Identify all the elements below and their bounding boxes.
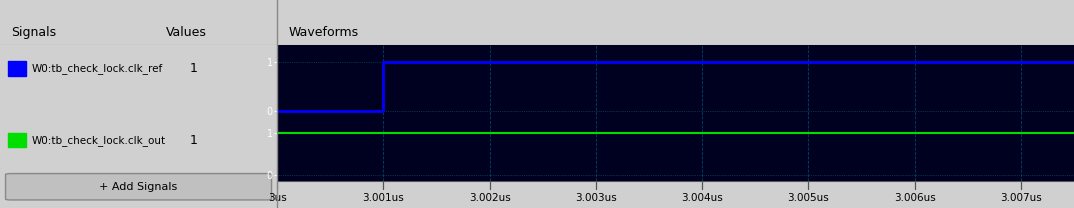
Text: 3.003us: 3.003us: [575, 193, 616, 203]
Text: 1: 1: [190, 134, 198, 147]
Text: W0:tb_check_lock.clk_out: W0:tb_check_lock.clk_out: [32, 135, 166, 146]
Text: 1: 1: [190, 62, 198, 75]
Text: Values: Values: [166, 26, 207, 39]
Text: Signals: Signals: [11, 26, 56, 39]
Text: 3.001us: 3.001us: [362, 193, 404, 203]
Bar: [9, 133, 27, 147]
Text: W0:tb_check_lock.clk_ref: W0:tb_check_lock.clk_ref: [32, 63, 163, 74]
Text: 3.004us: 3.004us: [681, 193, 723, 203]
Text: + Add Signals: + Add Signals: [100, 182, 177, 192]
Text: 3us: 3us: [267, 193, 287, 203]
Text: 3.002us: 3.002us: [468, 193, 510, 203]
Text: 3.006us: 3.006us: [894, 193, 935, 203]
Text: 3.005us: 3.005us: [787, 193, 829, 203]
Text: 3.007us: 3.007us: [1000, 193, 1042, 203]
FancyBboxPatch shape: [5, 173, 272, 200]
Text: Waveforms: Waveforms: [289, 26, 359, 39]
Bar: [9, 61, 27, 76]
